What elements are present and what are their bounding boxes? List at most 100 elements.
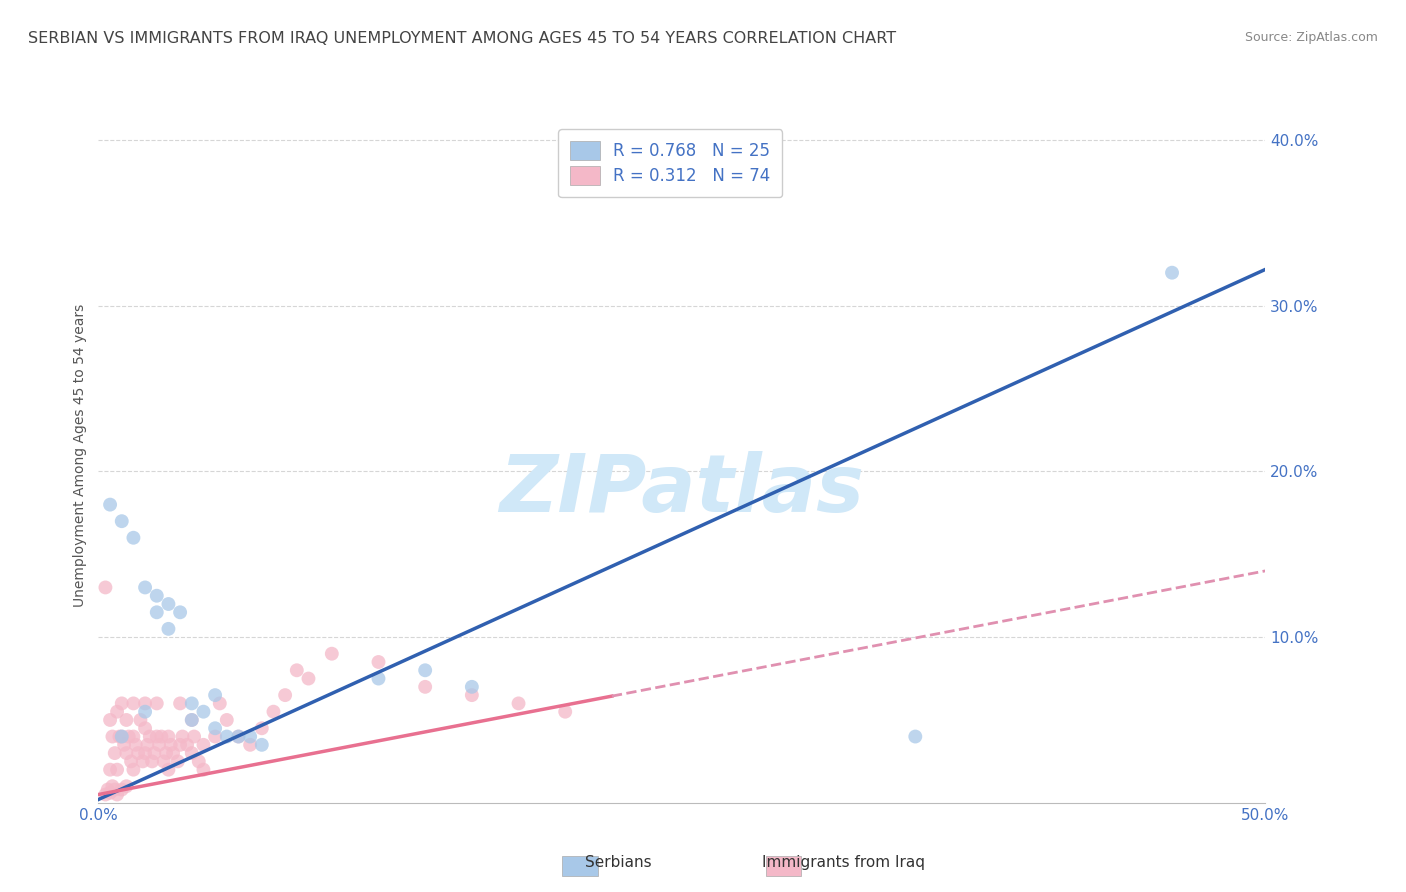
Point <box>239 738 262 752</box>
Point <box>132 755 155 769</box>
Point <box>94 581 117 595</box>
Point <box>228 730 250 744</box>
Point <box>169 605 191 619</box>
Text: Immigrants from Iraq: Immigrants from Iraq <box>762 855 925 870</box>
Point <box>508 697 530 711</box>
Point <box>115 779 138 793</box>
Point <box>162 746 184 760</box>
Point <box>143 746 166 760</box>
Point <box>166 755 188 769</box>
Point <box>141 755 163 769</box>
Point <box>157 763 180 777</box>
Point <box>180 697 202 711</box>
Point <box>904 730 927 744</box>
Point <box>204 730 226 744</box>
Point <box>461 688 484 702</box>
Point <box>187 755 209 769</box>
Point <box>146 605 169 619</box>
Point <box>98 498 121 512</box>
Point <box>157 730 180 744</box>
Point <box>1161 266 1184 280</box>
Point <box>134 721 156 735</box>
Point <box>105 788 128 802</box>
Point <box>150 730 173 744</box>
Point <box>239 730 262 744</box>
Text: SERBIAN VS IMMIGRANTS FROM IRAQ UNEMPLOYMENT AMONG AGES 45 TO 54 YEARS CORRELATI: SERBIAN VS IMMIGRANTS FROM IRAQ UNEMPLOY… <box>28 31 896 46</box>
Point <box>111 782 134 797</box>
Point <box>250 738 273 752</box>
Point <box>193 763 215 777</box>
Point <box>285 663 308 677</box>
Point <box>98 763 121 777</box>
Point <box>134 746 156 760</box>
Point <box>134 697 156 711</box>
Point <box>193 705 215 719</box>
Y-axis label: Unemployment Among Ages 45 to 54 years: Unemployment Among Ages 45 to 54 years <box>73 303 87 607</box>
Point <box>101 730 124 744</box>
Point <box>105 763 128 777</box>
Point <box>157 622 180 636</box>
Point <box>104 746 127 760</box>
Point <box>136 738 159 752</box>
Point <box>159 738 181 752</box>
Point <box>274 688 297 702</box>
Point <box>111 514 134 528</box>
Point <box>262 705 284 719</box>
Point <box>111 730 134 744</box>
Point <box>176 738 198 752</box>
Point <box>134 581 156 595</box>
Point <box>101 779 124 793</box>
Point <box>250 721 273 735</box>
Legend: R = 0.768   N = 25, R = 0.312   N = 74: R = 0.768 N = 25, R = 0.312 N = 74 <box>558 129 782 197</box>
Point <box>97 782 120 797</box>
Point <box>146 697 169 711</box>
Point <box>129 713 152 727</box>
Point <box>169 738 191 752</box>
Point <box>215 713 238 727</box>
Point <box>461 680 484 694</box>
Point <box>120 755 142 769</box>
Point <box>413 663 436 677</box>
Point <box>105 705 128 719</box>
Point <box>204 721 226 735</box>
Point <box>180 713 202 727</box>
Point <box>367 655 389 669</box>
Point <box>215 730 238 744</box>
Point <box>112 738 135 752</box>
Point <box>169 697 191 711</box>
Point <box>148 738 170 752</box>
Point <box>111 730 134 744</box>
Point <box>122 730 145 744</box>
Text: Source: ZipAtlas.com: Source: ZipAtlas.com <box>1244 31 1378 45</box>
Point <box>297 672 319 686</box>
Point <box>180 713 202 727</box>
Point <box>180 746 202 760</box>
Point <box>118 730 141 744</box>
Point <box>413 680 436 694</box>
Point <box>122 763 145 777</box>
Point <box>172 730 194 744</box>
Point <box>146 589 169 603</box>
Point <box>122 531 145 545</box>
Point <box>115 713 138 727</box>
Point <box>228 730 250 744</box>
Point <box>554 705 576 719</box>
Point <box>183 730 205 744</box>
Point <box>134 705 156 719</box>
Text: Serbians: Serbians <box>585 855 652 870</box>
Point <box>139 730 162 744</box>
Point <box>155 746 177 760</box>
Point <box>321 647 343 661</box>
Point <box>146 730 169 744</box>
Point <box>127 746 149 760</box>
Point <box>111 697 134 711</box>
Point <box>152 755 174 769</box>
Point <box>94 788 117 802</box>
Point <box>98 713 121 727</box>
Point <box>157 597 180 611</box>
Point <box>193 738 215 752</box>
Point <box>122 697 145 711</box>
Point <box>115 746 138 760</box>
Text: ZIPatlas: ZIPatlas <box>499 450 865 529</box>
Point <box>98 786 121 800</box>
